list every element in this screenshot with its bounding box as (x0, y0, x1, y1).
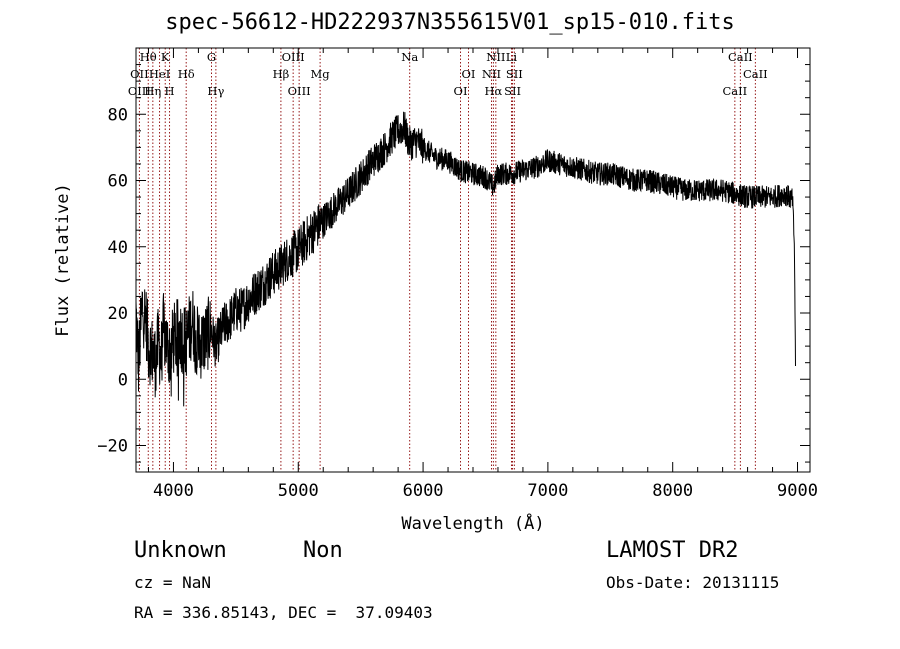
spectral-line-label: H (165, 84, 175, 98)
y-tick-label: −20 (97, 437, 128, 457)
obs-date: Obs-Date: 20131115 (606, 573, 780, 592)
spectral-line-label: Hβ (273, 67, 290, 81)
spectral-line-label: OIII (282, 50, 305, 64)
spectral-line-label: SII (506, 67, 523, 81)
spectral-line-label: Mg (311, 67, 331, 81)
spectral-line-label: Hθ (140, 50, 157, 64)
y-tick-label: 60 (108, 172, 128, 192)
x-axis-ticks: 4000 5000 6000 7000 8000 9000 (147, 48, 818, 501)
cz-value: cz = NaN (134, 573, 212, 592)
spectral-line-label: OI (462, 67, 476, 81)
object-subclass: Non (303, 538, 343, 563)
y-tick-label: 80 (108, 105, 128, 125)
spectral-line-label: K (161, 50, 170, 64)
spectral-line-label: OI (454, 84, 468, 98)
y-axis-ticks: −20 0 20 40 60 80 (97, 64, 810, 463)
spectral-line-label: HeI (149, 67, 170, 81)
x-tick-label: 4000 (153, 481, 194, 501)
x-tick-label: 7000 (527, 481, 568, 501)
y-tick-label: 20 (108, 304, 128, 324)
spectral-line-label: OIII (288, 84, 311, 98)
spectral-line-label: Hη (144, 84, 161, 98)
y-axis-label: Flux (relative) (53, 183, 73, 337)
survey-name: LAMOST DR2 (606, 538, 739, 563)
spectral-line-label: G (207, 50, 216, 64)
coordinates: RA = 336.85143, DEC = 37.09403 (134, 603, 433, 622)
x-tick-label: 9000 (777, 481, 818, 501)
spectral-line-label: Li (506, 50, 518, 64)
y-tick-label: 40 (108, 238, 128, 258)
plot-frame (135, 47, 811, 473)
spectral-line-label: Hδ (178, 67, 195, 81)
object-class: Unknown (134, 538, 227, 563)
spectral-line-label: CaII (722, 84, 747, 98)
x-tick-label: 5000 (278, 481, 319, 501)
y-tick-label: 0 (118, 370, 128, 390)
spectral-line-label: CaII (743, 67, 768, 81)
spectral-line-label: OIII (128, 84, 151, 98)
spectral-line-label: NII (486, 50, 505, 64)
x-tick-label: 6000 (403, 481, 444, 501)
spectral-line-label: Na (401, 50, 418, 64)
spectral-line-label: Hα (484, 84, 502, 98)
spectral-line-markers (138, 48, 756, 472)
spectrum-line (135, 111, 796, 407)
x-axis-label: Wavelength (Å) (401, 512, 544, 534)
spectral-line-label: OII (130, 67, 149, 81)
chart-title: spec-56612-HD222937N355615V01_sp15-010.f… (165, 10, 735, 35)
spectral-line-label: CaII (728, 50, 753, 64)
spectral-line-label: NII (482, 67, 501, 81)
spectral-line-label: Hγ (207, 84, 224, 98)
spectral-line-label: SII (504, 84, 521, 98)
x-tick-label: 8000 (652, 481, 693, 501)
